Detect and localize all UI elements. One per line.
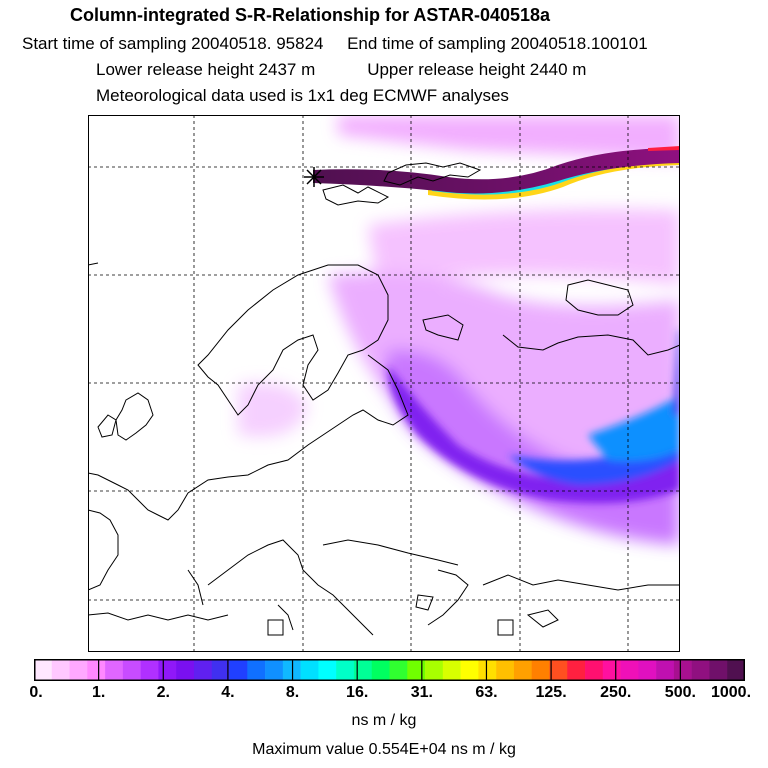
colorbar-swatch xyxy=(691,659,710,681)
colorbar-swatch xyxy=(105,659,124,681)
colorbar-swatch xyxy=(709,659,728,681)
colorbar-tick-label: 4. xyxy=(221,684,235,701)
colorbar-swatch xyxy=(158,659,177,681)
colorbar-swatch xyxy=(567,659,586,681)
colorbar-tick-label: 500. xyxy=(664,684,696,701)
colorbar-tick-label: 1000. xyxy=(710,684,752,701)
colorbar-swatch xyxy=(69,659,88,681)
colorbar-swatch xyxy=(638,659,657,681)
colorbar-tick-label: 125. xyxy=(535,684,567,701)
colorbar-swatch xyxy=(460,659,479,681)
colorbar-swatch xyxy=(247,659,266,681)
colorbar-swatch xyxy=(300,659,319,681)
colorbar-swatch xyxy=(496,659,515,681)
colorbar-swatch xyxy=(318,659,337,681)
colorbar-swatch xyxy=(87,659,106,681)
colorbar-swatch xyxy=(229,659,248,681)
colorbar-swatch xyxy=(140,659,159,681)
colorbar xyxy=(34,659,745,681)
colorbar-tick-label: 1. xyxy=(91,684,106,701)
colorbar-swatch xyxy=(531,659,550,681)
colorbar-tick-label: 16. xyxy=(346,684,369,701)
colorbar-swatch xyxy=(425,659,444,681)
colorbar-swatch xyxy=(602,659,621,681)
colorbar-swatch xyxy=(353,659,373,681)
colorbar-tick-label: 8. xyxy=(285,684,300,701)
colorbar-swatch xyxy=(442,659,461,681)
colorbar-swatch xyxy=(371,659,390,681)
colorbar-swatch xyxy=(656,659,675,681)
colorbar-tick-label: 250. xyxy=(600,684,632,701)
colorbar-swatch xyxy=(282,659,301,681)
colorbar-swatch xyxy=(389,659,408,681)
release-heights: Lower release height 2437 m Upper releas… xyxy=(96,60,587,79)
colorbar-swatch xyxy=(513,659,532,681)
colorbar-swatch xyxy=(193,659,213,681)
colorbar-tick-label: 0. xyxy=(29,684,43,701)
colorbar-swatch xyxy=(673,659,692,681)
colorbar-units: ns m / kg xyxy=(351,712,417,729)
colorbar-swatch xyxy=(176,659,195,681)
map-title: Column-integrated S-R-Relationship for A… xyxy=(70,5,551,25)
colorbar-swatch xyxy=(336,659,355,681)
colorbar-swatch xyxy=(549,659,568,681)
colorbar-swatch xyxy=(34,659,53,681)
release-site-marker xyxy=(304,167,324,187)
colorbar-tick-label: 2. xyxy=(156,684,170,701)
colorbar-swatch xyxy=(265,659,284,681)
colorbar-swatch xyxy=(620,659,639,681)
colorbar-tick-label: 31. xyxy=(410,684,433,701)
colorbar-swatch xyxy=(727,659,745,681)
colorbar-swatch xyxy=(211,659,230,681)
maximum-value: Maximum value 0.554E+04 ns m / kg xyxy=(252,741,516,758)
meteo-data-note: Meteorological data used is 1x1 deg ECMW… xyxy=(96,86,509,105)
map-plot xyxy=(88,115,680,652)
sampling-times: Start time of sampling 20040518. 95824 E… xyxy=(22,34,648,53)
plume xyxy=(313,146,680,200)
colorbar-swatch xyxy=(585,659,604,681)
colorbar-swatch xyxy=(407,659,426,681)
graticule xyxy=(88,115,680,652)
concentration-field xyxy=(238,115,680,545)
coastlines xyxy=(88,162,680,636)
colorbar-swatch xyxy=(122,659,141,681)
colorbar-swatch xyxy=(478,659,497,681)
colorbar-tick-label: 63. xyxy=(475,684,498,701)
colorbar-swatch xyxy=(51,659,70,681)
